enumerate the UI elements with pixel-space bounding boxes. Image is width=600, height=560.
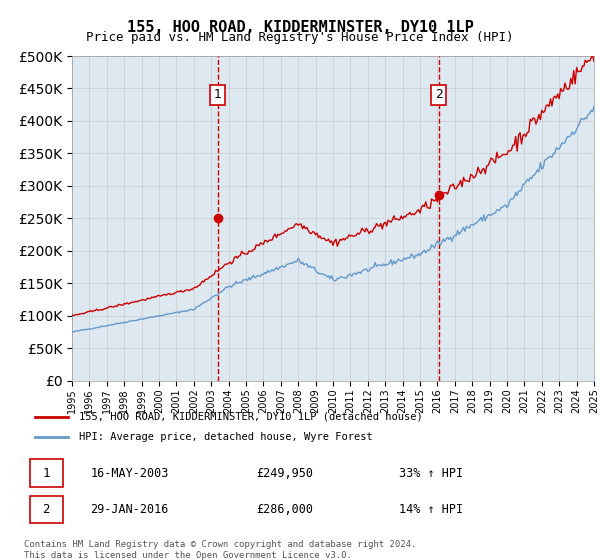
Text: 1: 1	[214, 88, 221, 101]
Text: 16-MAY-2003: 16-MAY-2003	[90, 466, 169, 480]
Text: 14% ↑ HPI: 14% ↑ HPI	[400, 503, 463, 516]
Text: £249,950: £249,950	[256, 466, 313, 480]
Text: 2: 2	[43, 503, 50, 516]
FancyBboxPatch shape	[29, 459, 62, 487]
Text: £286,000: £286,000	[256, 503, 313, 516]
Text: 29-JAN-2016: 29-JAN-2016	[90, 503, 169, 516]
Text: 33% ↑ HPI: 33% ↑ HPI	[400, 466, 463, 480]
Text: Price paid vs. HM Land Registry's House Price Index (HPI): Price paid vs. HM Land Registry's House …	[86, 31, 514, 44]
Text: 1: 1	[43, 466, 50, 480]
Text: 155, HOO ROAD, KIDDERMINSTER, DY10 1LP: 155, HOO ROAD, KIDDERMINSTER, DY10 1LP	[127, 20, 473, 35]
Text: 155, HOO ROAD, KIDDERMINSTER, DY10 1LP (detached house): 155, HOO ROAD, KIDDERMINSTER, DY10 1LP (…	[79, 412, 423, 422]
Text: HPI: Average price, detached house, Wyre Forest: HPI: Average price, detached house, Wyre…	[79, 432, 373, 442]
Text: Contains HM Land Registry data © Crown copyright and database right 2024.
This d: Contains HM Land Registry data © Crown c…	[24, 540, 416, 560]
FancyBboxPatch shape	[29, 496, 62, 523]
Text: 2: 2	[435, 88, 443, 101]
